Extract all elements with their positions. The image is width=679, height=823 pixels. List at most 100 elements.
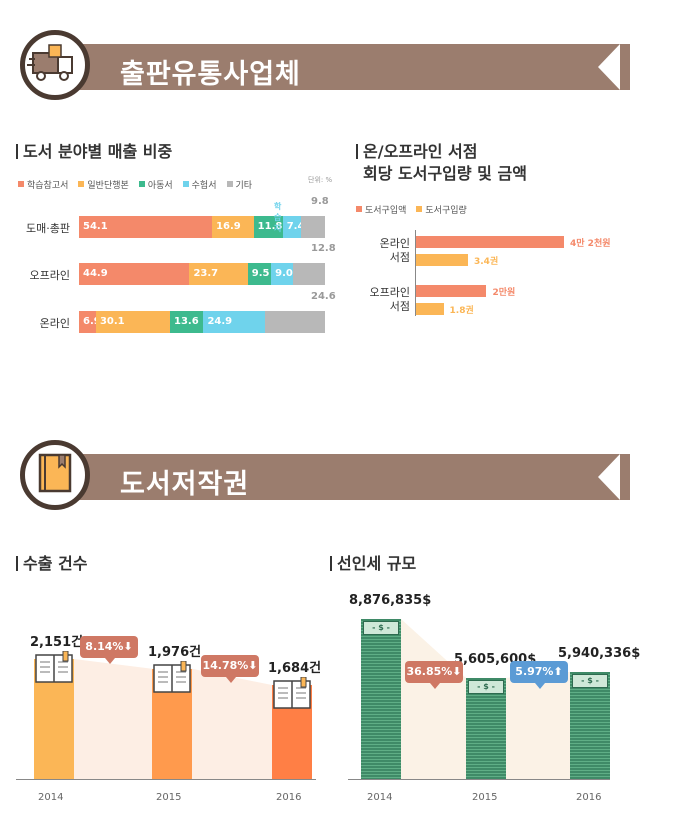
- bill-icon: - $ -: [572, 673, 608, 688]
- stacked-bar-segment: 16.9: [212, 216, 254, 238]
- value-label: 2만원: [492, 288, 516, 298]
- book-icon: [153, 660, 191, 693]
- change-badge: 14.78%⬇: [201, 655, 259, 677]
- stacked-bar-segment: [293, 263, 325, 285]
- x-axis: [348, 779, 610, 780]
- value-label: 1,684건: [268, 661, 322, 677]
- legend-item: 아동서: [138, 178, 173, 191]
- legend-swatch: [138, 181, 145, 187]
- share-title-text: 도서 분야별 매출 비중: [23, 142, 173, 161]
- legend-item: 학습참고서: [18, 178, 68, 191]
- segment-value-label: 24.9: [207, 316, 233, 327]
- purchase-title-line2: 회당 도서구입량 및 금액: [363, 164, 527, 183]
- royalty-chart-title: 선인세 규모: [330, 550, 416, 574]
- category-label: 서점: [389, 251, 410, 264]
- segment-value-label: 9.5: [251, 268, 270, 279]
- stacked-bar-segment: 9.0: [271, 263, 294, 285]
- segment-value-label: 12.8: [311, 243, 336, 254]
- stacked-bar-segment: 44.9: [79, 263, 190, 285]
- legend-label: 기타: [235, 181, 253, 191]
- segment-value-label: 6.9: [83, 316, 96, 327]
- stacked-bar-segment: 11.8: [253, 216, 283, 238]
- segment-value-label: 9.8: [311, 196, 329, 207]
- legend-label: 학습참고서: [27, 181, 69, 191]
- legend-swatch: [356, 206, 362, 212]
- value-label: 5,940,336$: [558, 645, 641, 661]
- category-label: 서점: [389, 300, 410, 313]
- legend-label: 도서구입액: [365, 206, 407, 216]
- legend-label: 수험서: [191, 181, 217, 191]
- royalty-title-text: 선인세 규모: [337, 554, 417, 573]
- bar: [416, 303, 444, 315]
- value-label: 1,976건: [148, 644, 202, 660]
- value-label: 3.4권: [474, 257, 499, 267]
- value-label: 4만 2천원: [570, 239, 611, 249]
- legend-item: 기타: [226, 178, 253, 191]
- banner-notch: [598, 44, 620, 90]
- banner-title: 출판유통사업체: [120, 59, 301, 90]
- badge-pointer: [105, 658, 115, 664]
- legend-item: 수험서: [182, 178, 217, 191]
- legend-swatch: [226, 181, 233, 187]
- book-icon: [273, 676, 311, 709]
- segment-value-label: 54.1: [83, 221, 108, 232]
- segment-value-label: 44.9: [83, 268, 108, 279]
- legend-swatch: [18, 181, 24, 187]
- title-bar: [356, 144, 358, 159]
- tick-label: 2014: [367, 792, 393, 803]
- banner-circle: [20, 30, 90, 100]
- bar: [466, 677, 506, 779]
- share-chart-title: 도서 분야별 매출 비중: [16, 138, 172, 162]
- legend-item: 도서구입액: [356, 203, 406, 216]
- stacked-bar-segment: 30.1: [95, 311, 170, 333]
- bar: [416, 285, 487, 297]
- book-icon: [35, 650, 73, 683]
- legend-swatch: [78, 181, 85, 187]
- truck-icon: [27, 44, 73, 81]
- bar-row-label: 오프라인: [29, 269, 70, 282]
- banner-circle: [20, 440, 90, 510]
- tick-label: 2015: [156, 792, 182, 803]
- bar-row-label: 온라인: [39, 317, 70, 330]
- title-bar: [16, 556, 18, 571]
- badge-pointer: [226, 677, 236, 683]
- extra-category-label: 학습지: [274, 202, 282, 233]
- legend-item: 일반단행본: [78, 178, 129, 191]
- banner-title: 도서저작권: [120, 469, 250, 500]
- tick-label: 2016: [276, 792, 302, 803]
- value-label: 2,151건: [30, 635, 84, 650]
- banner-band: [60, 44, 630, 90]
- axis-line: [415, 230, 416, 316]
- purchase-title-line1: 온/오프라인 서점: [363, 142, 478, 161]
- stacked-bar-segment: 24.9: [203, 311, 265, 333]
- badge-pointer: [535, 683, 545, 689]
- share-unit: 단위: %: [308, 176, 333, 184]
- title-bar: [16, 144, 18, 159]
- segment-value-label: 16.9: [216, 221, 241, 232]
- segment-value-label: 11.8: [257, 221, 283, 232]
- value-label: 8,876,835$: [349, 593, 432, 608]
- segment-value-label: 30.1: [99, 316, 125, 327]
- stacked-bar-segment: 23.7: [189, 263, 248, 285]
- stacked-bar-segment: [300, 216, 325, 238]
- segment-value-label: 24.6: [311, 291, 336, 302]
- change-badge: 36.85%⬇: [405, 661, 463, 683]
- category-label: 오프라인: [369, 286, 410, 299]
- legend-label: 일반단행본: [87, 181, 129, 191]
- legend-label: 아동서: [147, 181, 173, 191]
- exports-title-text: 수출 건수: [23, 554, 88, 573]
- change-badge: 8.14%⬇: [80, 636, 138, 658]
- tick-label: 2015: [472, 792, 498, 803]
- legend-label: 도서구입량: [425, 206, 467, 216]
- change-badge: 5.97%⬆: [510, 661, 568, 683]
- bill-icon: - $ -: [363, 621, 399, 635]
- tick-label: 2016: [576, 792, 602, 803]
- value-label: 1.8권: [449, 306, 474, 316]
- category-label: 온라인: [379, 237, 410, 250]
- stacked-bar-segment: 6.9: [79, 311, 96, 333]
- bar-row-label: 도매·총판: [26, 222, 70, 235]
- legend-swatch: [416, 206, 423, 212]
- segment-value-label: 9.0: [275, 268, 293, 279]
- share-legend: 학습참고서 일반단행본 아동서 수험서 기타: [18, 173, 262, 192]
- bar: [416, 254, 468, 266]
